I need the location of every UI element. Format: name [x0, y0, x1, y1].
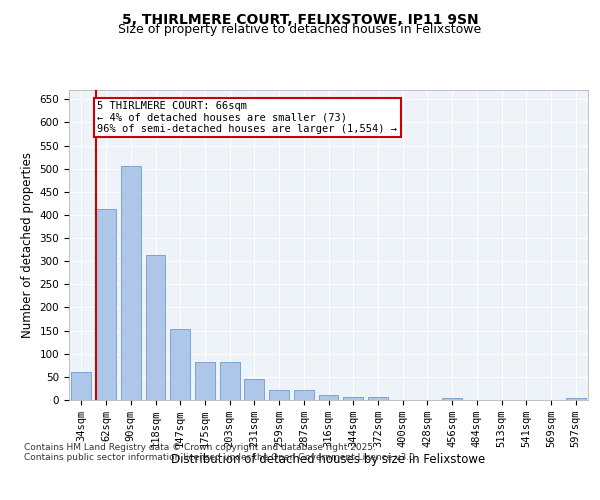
- Bar: [244, 378, 264, 400]
- Bar: [220, 362, 239, 400]
- Bar: [269, 390, 289, 400]
- Text: Size of property relative to detached houses in Felixstowe: Size of property relative to detached ho…: [118, 22, 482, 36]
- Bar: [319, 396, 338, 400]
- Text: 5, THIRLMERE COURT, FELIXSTOWE, IP11 9SN: 5, THIRLMERE COURT, FELIXSTOWE, IP11 9SN: [122, 12, 478, 26]
- Bar: [71, 372, 91, 400]
- Bar: [146, 255, 166, 400]
- Bar: [195, 362, 215, 400]
- Bar: [343, 397, 363, 400]
- Bar: [294, 390, 314, 400]
- Y-axis label: Number of detached properties: Number of detached properties: [21, 152, 34, 338]
- Bar: [442, 398, 462, 400]
- Bar: [121, 166, 140, 400]
- Bar: [96, 209, 116, 400]
- Bar: [368, 397, 388, 400]
- Bar: [566, 398, 586, 400]
- Bar: [170, 329, 190, 400]
- X-axis label: Distribution of detached houses by size in Felixstowe: Distribution of detached houses by size …: [172, 453, 485, 466]
- Text: Contains HM Land Registry data © Crown copyright and database right 2025.
Contai: Contains HM Land Registry data © Crown c…: [24, 442, 418, 462]
- Text: 5 THIRLMERE COURT: 66sqm
← 4% of detached houses are smaller (73)
96% of semi-de: 5 THIRLMERE COURT: 66sqm ← 4% of detache…: [97, 100, 397, 134]
